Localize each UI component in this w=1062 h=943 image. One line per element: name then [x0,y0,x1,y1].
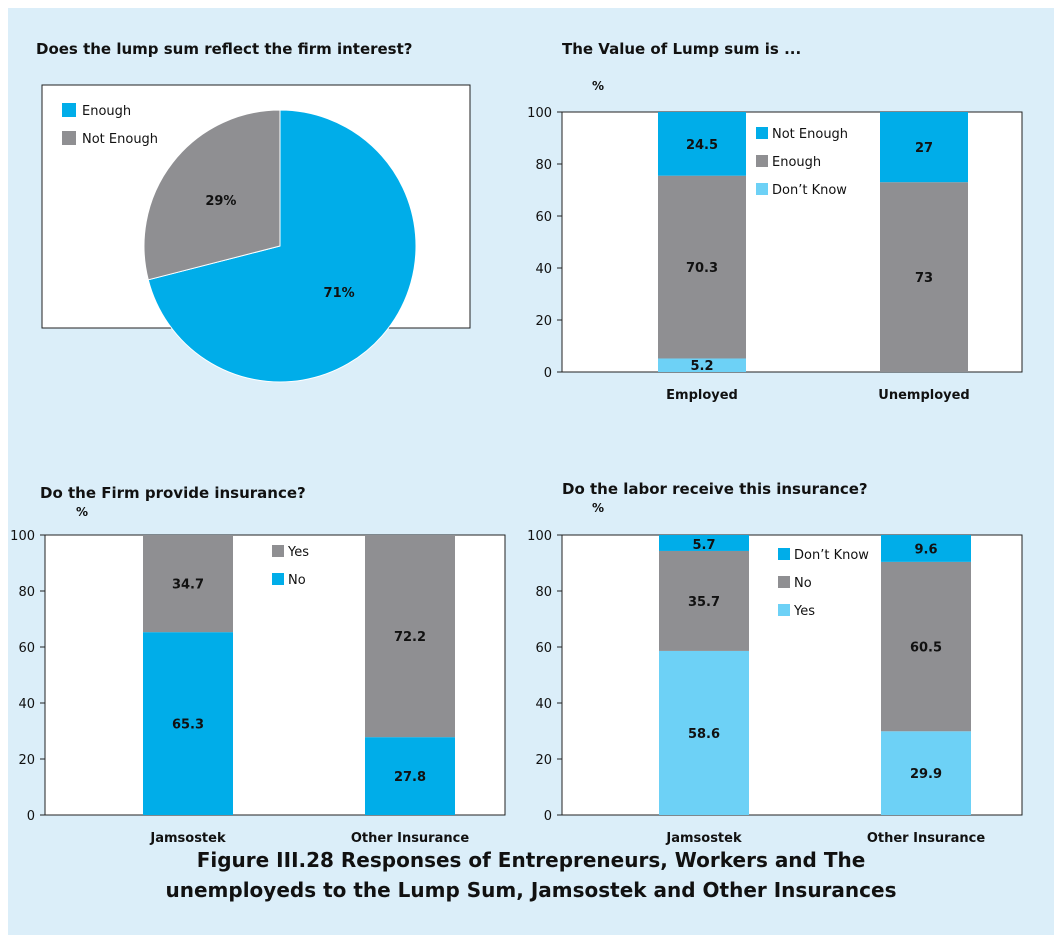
pie-legend-swatch [62,131,76,145]
firm-insurance-x-tick-label: Other Insurance [351,831,470,846]
labor-insurance-data-label: 5.7 [692,538,715,553]
firm-insurance-data-label: 72.2 [394,630,426,645]
lump-sum-value-legend-label: Don’t Know [772,183,847,198]
firm-insurance-legend-label: No [288,573,306,588]
lump-sum-value-data-label: 27 [915,141,933,156]
labor-insurance-legend-swatch [778,576,790,588]
lump-sum-value-bar-not-enough-0 [658,112,746,176]
labor-insurance-data-label: 29.9 [910,767,942,782]
pie-data-label: 29% [205,194,236,209]
labor-insurance-y-tick-label: 60 [535,641,552,656]
firm-insurance-y-axis-label: % [76,505,88,519]
labor-insurance-y-tick-label: 100 [527,529,552,544]
labor-insurance-data-label: 35.7 [688,595,720,610]
labor-insurance-bar-don-t-know-1 [881,535,971,562]
firm-insurance-chart-title: Do the Firm provide insurance? [40,484,306,502]
caption-line-1: Figure III.28 Responses of Entrepreneurs… [196,848,866,872]
labor-insurance-data-label: 58.6 [688,727,720,742]
caption-line-2: unemployeds to the Lump Sum, Jamsostek a… [165,878,897,902]
lump-sum-value-data-label: 5.2 [690,359,713,374]
firm-insurance-data-label: 65.3 [172,718,204,733]
labor-insurance-legend-label: Yes [793,604,815,619]
pie-legend-label: Enough [82,104,131,119]
lump-sum-value-bar-not-enough-1 [880,112,968,183]
labor-insurance-data-label: 9.6 [914,542,937,557]
firm-insurance-y-tick-label: 20 [18,753,35,768]
pie-slice-enough [147,109,417,383]
lump-sum-value-y-tick-label: 40 [535,262,552,277]
firm-insurance-y-tick-label: 0 [27,809,35,824]
labor-insurance-x-tick-label: Jamsostek [665,831,742,846]
lump-sum-value-bar-don-t-know-0 [658,358,746,372]
labor-insurance-legend-label: No [794,576,812,591]
firm-insurance-data-label: 34.7 [172,578,204,593]
lump-sum-value-y-axis-label: % [592,79,604,93]
firm-insurance-bar-no-1 [365,737,455,815]
lump-sum-value-bar-enough-1 [880,182,968,372]
lump-sum-value-y-tick-label: 80 [535,158,552,173]
lump-sum-value-data-label: 70.3 [686,261,718,276]
labor-insurance-bar-no-1 [881,561,971,732]
labor-insurance-x-tick-label: Other Insurance [867,831,986,846]
firm-insurance-data-label: 27.8 [394,770,426,785]
labor-insurance-legend-swatch [778,604,790,616]
lump-sum-value-legend-swatch [756,127,768,139]
firm-insurance-bar-yes-1 [365,535,455,738]
lump-sum-value-y-tick-label: 100 [527,106,552,121]
firm-insurance-y-tick-label: 80 [18,585,35,600]
lump-sum-value-y-tick-label: 60 [535,210,552,225]
lump-sum-value-y-tick-label: 0 [544,366,552,381]
firm-insurance-legend-swatch [272,573,284,585]
lump-sum-value-data-label: 73 [915,271,933,286]
figure-caption: Figure III.28 Responses of Entrepreneurs… [0,845,1062,905]
labor-insurance-bar-yes-0 [659,650,749,815]
lump-sum-value-legend-label: Not Enough [772,127,848,142]
firm-insurance-bar-no-0 [143,632,233,815]
lump-sum-value-data-label: 24.5 [686,138,718,153]
labor-insurance-y-tick-label: 20 [535,753,552,768]
pie-data-label: 71% [324,286,355,301]
labor-insurance-data-label: 60.5 [910,641,942,656]
lump-sum-value-legend-swatch [756,183,768,195]
labor-insurance-y-tick-label: 80 [535,585,552,600]
labor-insurance-legend-label: Don’t Know [794,548,869,563]
labor-insurance-bar-no-0 [659,550,749,651]
lump-sum-value-x-tick-label: Employed [666,388,738,403]
labor-insurance-y-axis-label: % [592,501,604,515]
firm-insurance-legend-label: Yes [287,545,309,560]
labor-insurance-bar-yes-1 [881,731,971,815]
labor-insurance-y-tick-label: 0 [544,809,552,824]
firm-insurance-bar-yes-0 [143,535,233,633]
lump-sum-value-bar-enough-0 [658,175,746,359]
pie-chart-title: Does the lump sum reflect the firm inter… [36,40,413,58]
lump-sum-value-legend-swatch [756,155,768,167]
lump-sum-value-chart-title: The Value of Lump sum is ... [562,40,802,58]
firm-insurance-x-tick-label: Jamsostek [149,831,226,846]
pie-legend-label: Not Enough [82,132,158,147]
labor-insurance-chart-title: Do the labor receive this insurance? [562,480,868,498]
pie-legend-swatch [62,103,76,117]
labor-insurance-bar-don-t-know-0 [659,535,749,551]
firm-insurance-y-tick-label: 60 [18,641,35,656]
firm-insurance-legend-swatch [272,545,284,557]
lump-sum-value-y-tick-label: 20 [535,314,552,329]
labor-insurance-legend-swatch [778,548,790,560]
lump-sum-value-x-tick-label: Unemployed [878,388,969,403]
pie-slice-not-enough [143,109,281,281]
labor-insurance-y-tick-label: 40 [535,697,552,712]
lump-sum-value-legend-label: Enough [772,155,821,170]
firm-insurance-y-tick-label: 100 [10,529,35,544]
firm-insurance-y-tick-label: 40 [18,697,35,712]
